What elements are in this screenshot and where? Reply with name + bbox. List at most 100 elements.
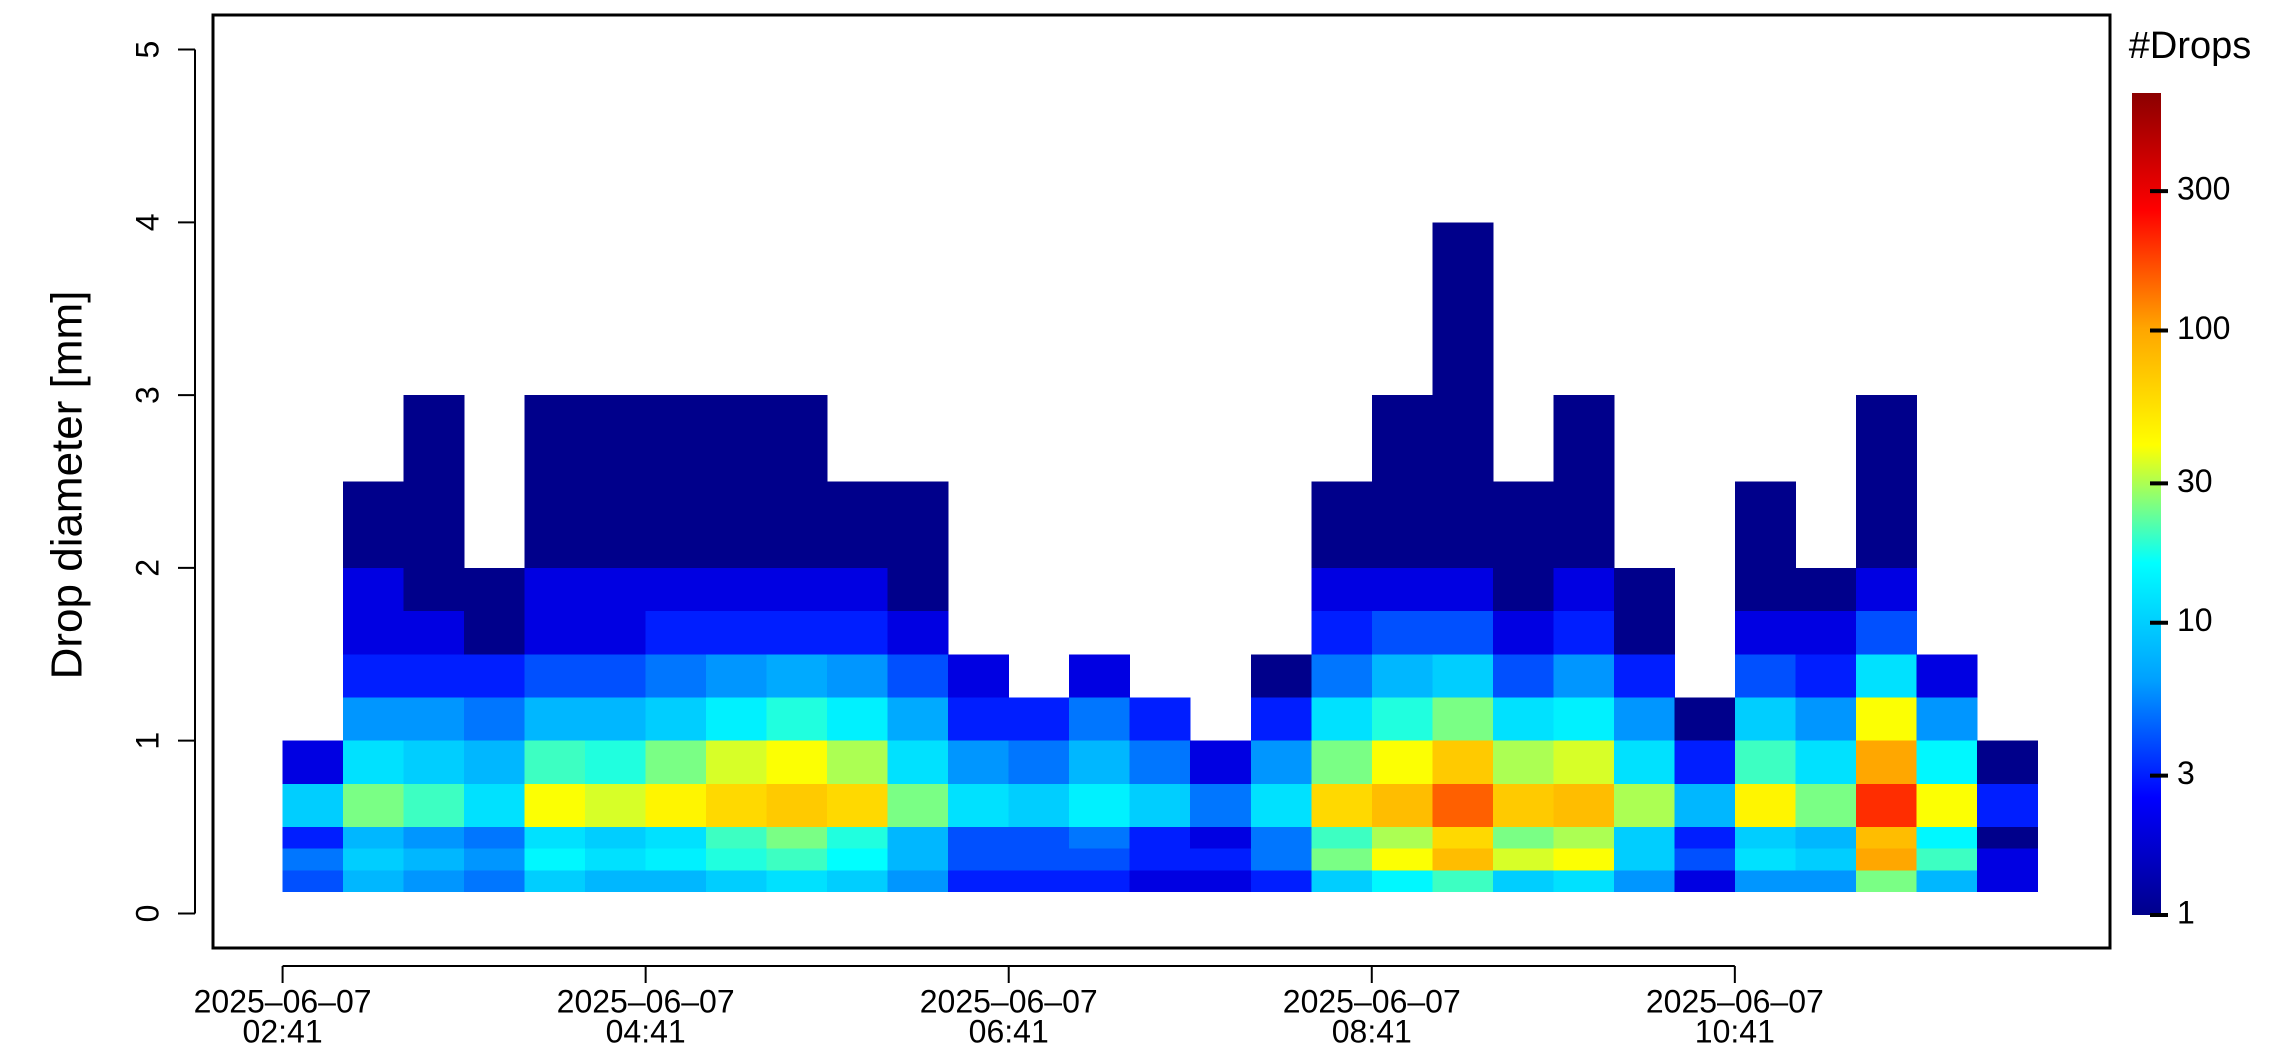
- y-axis-label: Drop diameter [mm]: [43, 291, 92, 680]
- heatmap-cell: [1734, 783, 1796, 828]
- heatmap-cell: [585, 848, 647, 871]
- heatmap-cell: [403, 481, 465, 568]
- heatmap-cell: [1916, 827, 1978, 849]
- heatmap-cell: [1190, 827, 1252, 849]
- colorbar-tick-label: 1: [2177, 894, 2195, 930]
- heatmap-cell: [1371, 567, 1433, 612]
- colorbar-tick-label: 300: [2177, 171, 2230, 207]
- heatmap-cell: [464, 848, 526, 871]
- heatmap-cell: [766, 870, 828, 892]
- heatmap-cell: [827, 870, 889, 892]
- heatmap-cell: [1492, 740, 1554, 784]
- heatmap-cell: [1734, 567, 1796, 612]
- heatmap-cell: [1371, 697, 1433, 741]
- heatmap-cell: [827, 827, 889, 849]
- heatmap-cell: [524, 481, 586, 568]
- heatmap-cell: [948, 697, 1010, 741]
- heatmap-cell: [887, 611, 949, 655]
- heatmap-cell: [1795, 567, 1857, 612]
- heatmap-cell: [1795, 654, 1857, 698]
- heatmap-cell: [1916, 870, 1978, 892]
- heatmap-cell: [524, 740, 586, 784]
- heatmap-cell: [887, 827, 949, 849]
- x-tick-label: 2025–06–07: [194, 983, 372, 1019]
- heatmap-cell: [1976, 740, 2038, 784]
- heatmap-cell: [585, 740, 647, 784]
- x-tick-label: 10:41: [1695, 1013, 1775, 1049]
- heatmap-cell: [1432, 783, 1494, 828]
- heatmap-cell: [1855, 740, 1917, 784]
- heatmap-cell: [887, 783, 949, 828]
- heatmap-cell: [766, 740, 828, 784]
- plot-frame: [211, 13, 2112, 950]
- x-tick-label: 2025–06–07: [557, 983, 735, 1019]
- heatmap-cell: [1371, 481, 1433, 568]
- heatmap-cell: [1734, 654, 1796, 698]
- heatmap-cell: [1795, 827, 1857, 849]
- heatmap-cell: [948, 654, 1010, 698]
- heatmap-cell: [464, 697, 526, 741]
- heatmap-cell: [585, 654, 647, 698]
- heatmap-cell: [1492, 827, 1554, 849]
- colorbar-tick-label: 30: [2177, 463, 2213, 499]
- heatmap-cell: [1432, 870, 1494, 892]
- x-tick-label: 04:41: [606, 1013, 686, 1049]
- heatmap-cell: [1432, 740, 1494, 784]
- heatmap-cell: [645, 567, 707, 612]
- heatmap-cell: [887, 654, 949, 698]
- colorbar-tick-label: 3: [2177, 755, 2195, 791]
- heatmap-cell: [585, 481, 647, 568]
- heatmap-cell: [1916, 783, 1978, 828]
- heatmap-cell: [585, 395, 647, 482]
- heatmap-cell: [827, 740, 889, 784]
- heatmap-cell: [1734, 697, 1796, 741]
- heatmap-cell: [403, 848, 465, 871]
- heatmap-cell: [1250, 654, 1312, 698]
- heatmap-cell: [1916, 848, 1978, 871]
- y-tick-label: 5: [129, 41, 165, 59]
- heatmap-cell: [1371, 740, 1433, 784]
- heatmap-cell: [1432, 567, 1494, 612]
- heatmap-cell: [343, 567, 405, 612]
- heatmap-cell: [1311, 654, 1373, 698]
- heatmap-cell: [1492, 654, 1554, 698]
- heatmap-cell: [706, 870, 768, 892]
- heatmap-cell: [1371, 611, 1433, 655]
- heatmap-cell: [1250, 827, 1312, 849]
- heatmap-cell: [1129, 783, 1191, 828]
- heatmap-cell: [1190, 848, 1252, 871]
- heatmap-cell: [1129, 848, 1191, 871]
- heatmap-cell: [827, 611, 889, 655]
- heatmap-cell: [1674, 783, 1736, 828]
- heatmap-cell: [645, 740, 707, 784]
- heatmap-cell: [343, 481, 405, 568]
- heatmap-cell: [1492, 481, 1554, 568]
- heatmap-cell: [766, 827, 828, 849]
- heatmap-cell: [464, 654, 526, 698]
- heatmap-cell: [1069, 697, 1131, 741]
- heatmap-cell: [1916, 697, 1978, 741]
- x-tick-label: 2025–06–07: [1646, 983, 1824, 1019]
- heatmap-cell: [1553, 611, 1615, 655]
- heatmap-cell: [1129, 697, 1191, 741]
- heatmap-cell: [1855, 848, 1917, 871]
- heatmap-cell: [1795, 848, 1857, 871]
- heatmap-cell: [645, 611, 707, 655]
- heatmap-cell: [1250, 870, 1312, 892]
- heatmap-cell: [524, 870, 586, 892]
- heatmap-cell: [282, 848, 344, 871]
- heatmap-cell: [343, 870, 405, 892]
- heatmap-cell: [1553, 395, 1615, 482]
- heatmap-cell: [524, 567, 586, 612]
- heatmap-cell: [343, 783, 405, 828]
- heatmap-cell: [1008, 827, 1070, 849]
- heatmap-cell: [343, 848, 405, 871]
- heatmap-cell: [1311, 740, 1373, 784]
- heatmap-cell: [645, 848, 707, 871]
- heatmap-cell: [524, 611, 586, 655]
- heatmap-cell: [1492, 870, 1554, 892]
- heatmap-cell: [464, 783, 526, 828]
- heatmap-cell: [645, 697, 707, 741]
- heatmap-cell: [1432, 697, 1494, 741]
- heatmap-cell: [827, 654, 889, 698]
